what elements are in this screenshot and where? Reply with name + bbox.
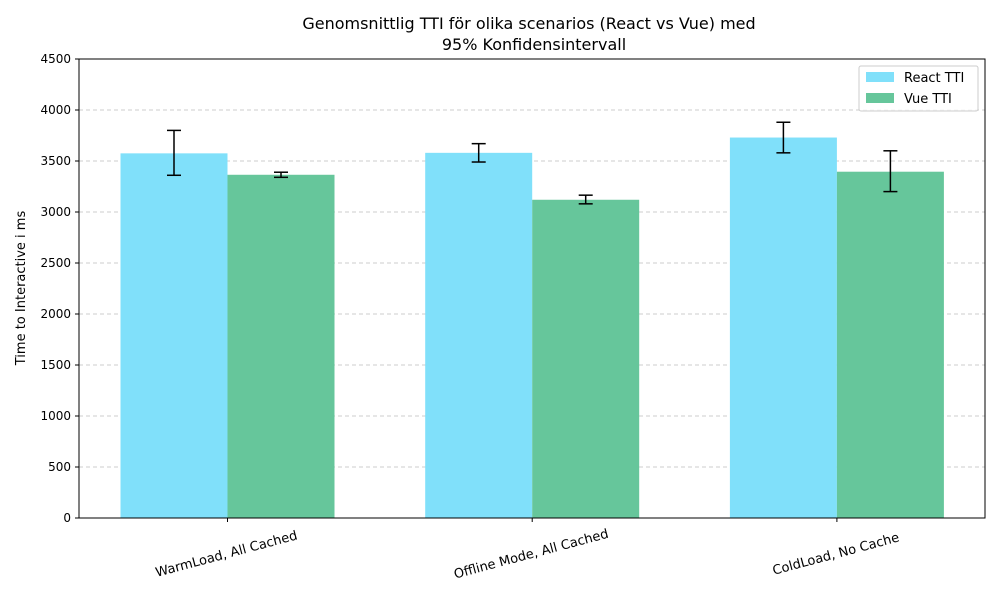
chart-title-line-2: 95% Konfidensintervall [442,35,626,54]
x-tick-label: Offline Mode, All Cached [452,527,610,583]
y-tick-label: 4000 [40,103,71,117]
x-axis: WarmLoad, All Cached Offline Mode, All Ca… [154,518,901,582]
y-axis-label: Time to Interactive i ms [14,211,29,367]
y-tick-label: 2000 [40,307,71,321]
bar-vue [836,171,944,518]
x-tick-label: WarmLoad, All Cached [154,528,299,580]
legend: React TTI Vue TTI [858,65,979,112]
y-tick-label: 1000 [40,409,71,423]
y-tick-label: 4500 [40,52,71,66]
x-tick-label: ColdLoad, No Cache [771,530,901,578]
y-tick-label: 2500 [40,256,71,270]
y-tick-label: 0 [63,511,71,525]
bar-react [729,137,837,519]
legend-swatch-vue [866,93,894,103]
bar-react [120,153,228,518]
bar-vue [227,174,335,518]
legend-swatch-react [866,72,894,82]
bar-react [425,152,533,518]
error-bars [167,121,898,205]
y-tick-label: 3500 [40,154,71,168]
y-tick-label: 3000 [40,205,71,219]
bar-vue [532,199,640,518]
y-tick-label: 1500 [40,358,71,372]
legend-label-vue: Vue TTI [904,92,952,107]
bars [120,137,944,519]
y-tick-label: 500 [48,460,71,474]
legend-label-react: React TTI [904,71,964,86]
y-axis: 0 500 1000 1500 2000 2500 3000 3500 4000 4500 [40,52,79,525]
chart-title-line-1: Genomsnittlig TTI för olika scenarios (R… [302,14,755,33]
